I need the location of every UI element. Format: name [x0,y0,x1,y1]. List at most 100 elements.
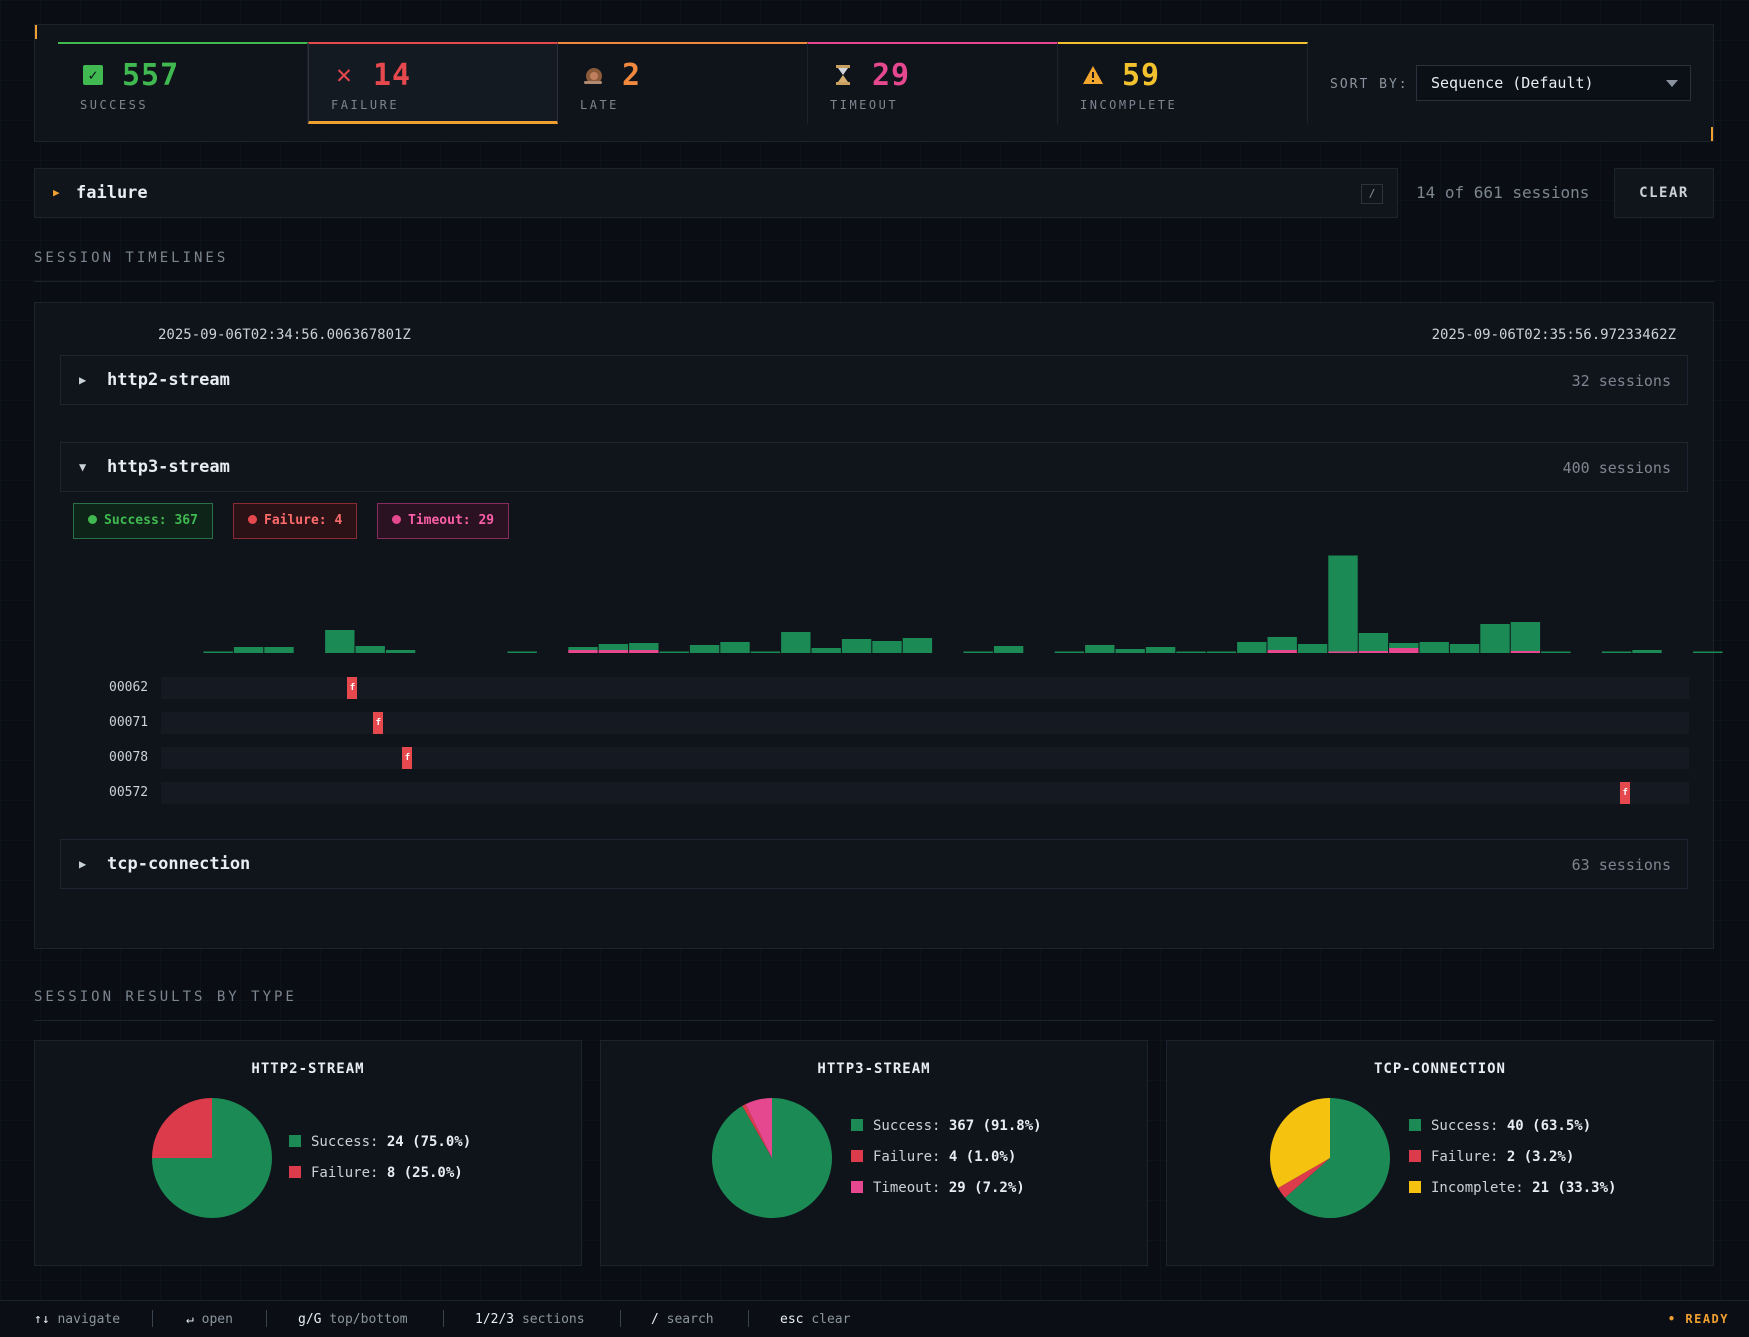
stat-value: 14 [373,58,412,93]
card-title: HTTP3-STREAM [817,1061,931,1077]
section-title-results: SESSION RESULTS BY TYPE [34,989,297,1005]
stat-timeout[interactable]: 29 TIMEOUT [808,42,1058,124]
shortcut-hint: / search [651,1312,714,1327]
x-icon: ✕ [336,60,352,90]
pie-slice-failure [742,1104,772,1158]
pie-slice-success [1285,1098,1390,1218]
corner-accent [35,25,37,39]
success-bar [720,642,750,653]
corner-accent [1711,127,1713,141]
success-bar [507,651,537,653]
hourglass-icon [832,64,854,86]
legend-swatch [1409,1119,1421,1131]
session-track[interactable]: f [161,712,1689,734]
session-count: 14 of 661 sessions [1416,183,1590,202]
dot-icon [88,515,97,524]
sort-select[interactable]: Sequence (Default) [1416,65,1691,101]
sort-label: SORT BY: [1330,77,1409,92]
status-summary-bar: ✓ 557 SUCCESS ✕ 14 FAILURE 2 LATE 29 TIM… [34,24,1714,142]
filter-pill-success[interactable]: Success: 367 [73,503,213,539]
legend-value: 8 (25.0%) [386,1165,463,1181]
shortcut-hint: g/G top/bottom [298,1312,408,1327]
success-bar [1145,647,1176,653]
stat-value: 59 [1122,58,1161,93]
legend-item: Timeout: 29 (7.2%) [851,1180,1025,1196]
success-bar [1449,644,1480,653]
success-bar [1480,624,1510,653]
success-bar [1237,642,1267,653]
stat-incomplete[interactable]: 59 INCOMPLETE [1058,42,1308,124]
success-bar [598,644,629,650]
success-bar [689,645,720,653]
stat-label: LATE [580,98,619,112]
pill-label: Timeout: 29 [408,513,495,528]
legend-item: Incomplete: 21 (33.3%) [1409,1180,1616,1196]
search-query: failure [76,183,148,203]
session-histogram [203,555,1723,653]
stat-failure[interactable]: ✕ 14 FAILURE [308,42,558,124]
failure-marker[interactable]: f [1620,782,1631,804]
success-bar [203,651,233,653]
group-http3-stream[interactable]: ▼ http3-stream 400 sessions [60,442,1688,492]
success-bar [1115,649,1145,653]
stat-label: INCOMPLETE [1080,98,1178,112]
stat-label: SUCCESS [80,98,149,112]
session-id[interactable]: 00071 [109,715,149,730]
stat-late[interactable]: 2 LATE [558,42,808,124]
legend-value: 4 (1.0%) [948,1149,1017,1165]
search-input[interactable]: ▶ failure / [34,168,1398,218]
session-id[interactable]: 00078 [109,750,149,765]
success-bar [1541,651,1571,653]
failure-marker[interactable]: f [373,712,384,734]
legend-item: Success: 40 (63.5%) [1409,1118,1591,1134]
session-track[interactable]: f [161,782,1689,804]
legend-label: Failure: [873,1149,949,1165]
shortcut-key: ↵ [186,1312,202,1327]
group-tcp-connection[interactable]: ▶ tcp-connection 63 sessions [60,839,1688,889]
success-bar [1389,643,1419,648]
legend-value: 24 (75.0%) [386,1134,472,1150]
legend-swatch [851,1119,863,1131]
shortcut-key: / [651,1312,667,1327]
pie-chart [711,1098,832,1218]
stat-label: TIMEOUT [830,98,899,112]
legend-value: 29 (7.2%) [948,1180,1025,1196]
group-http2-stream[interactable]: ▶ http2-stream 32 sessions [60,355,1688,405]
session-id[interactable]: 00062 [109,680,149,695]
shortcut-label: navigate [57,1312,121,1327]
status-ready: • READY [1667,1312,1729,1326]
legend-label: Failure: [1431,1149,1507,1165]
session-track[interactable]: f [161,747,1689,769]
success-bar [233,647,264,653]
clear-button[interactable]: CLEAR [1614,168,1714,218]
check-icon: ✓ [83,65,103,85]
shortcut-label: top/bottom [329,1312,408,1327]
stat-value: 557 [122,58,180,93]
filter-pill-failure[interactable]: Failure: 4 [233,503,358,539]
session-id[interactable]: 00572 [109,785,149,800]
timeout-bar [1510,651,1541,653]
timeout-bar [568,650,598,653]
failure-marker[interactable]: f [347,677,358,699]
shortcut-label: search [666,1312,714,1327]
failure-marker[interactable]: f [402,747,413,769]
timeout-bar [629,650,659,653]
divider [34,1020,1714,1021]
success-bar [355,646,385,653]
stat-label: FAILURE [331,98,400,112]
group-name: http2-stream [107,370,230,390]
timeout-bar [1358,651,1389,653]
pie-chart [152,1098,272,1218]
group-name: http3-stream [107,457,230,477]
pie-slice-success [711,1098,832,1218]
session-track[interactable]: f [161,677,1689,699]
success-bar [993,646,1024,653]
stat-success[interactable]: ✓ 557 SUCCESS [58,42,308,124]
filter-pill-timeout[interactable]: Timeout: 29 [377,503,510,539]
legend-item: Success: 367 (91.8%) [851,1118,1042,1134]
shortcut-hint: esc clear [780,1312,850,1327]
shortcut-hint: 1/2/3 sections [475,1312,585,1327]
group-count: 400 sessions [1562,459,1671,477]
success-bar [781,632,811,653]
legend-swatch [851,1150,863,1162]
